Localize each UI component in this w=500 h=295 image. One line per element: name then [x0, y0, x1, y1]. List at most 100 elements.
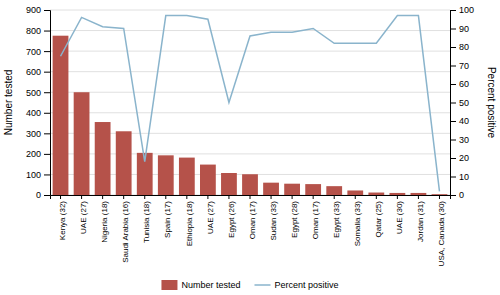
tick: Spain (17) [163, 195, 172, 238]
legend-label: Number tested [181, 280, 240, 290]
tick: 800 [26, 26, 50, 36]
tick-label: 70 [459, 61, 469, 71]
tick: Qatar (25) [374, 195, 383, 237]
tick-mark [44, 154, 50, 155]
tick-mark [44, 195, 50, 196]
tick: 100 [450, 5, 474, 15]
tick: 600 [26, 67, 50, 77]
tick-label: 100 [26, 170, 41, 180]
tick: 0 [450, 190, 464, 200]
tick-mark [376, 195, 377, 199]
tick-label: Spain (17) [163, 201, 172, 238]
y-axis-title: Number tested [3, 70, 14, 136]
tick: 20 [450, 153, 469, 163]
tick: 60 [450, 79, 469, 89]
tick: 0 [36, 190, 50, 200]
tick-mark [250, 195, 251, 199]
tick-label: 0 [36, 190, 41, 200]
bar [242, 174, 258, 195]
tick: 80 [450, 42, 469, 52]
tick-label: USA, Canada (30) [437, 201, 446, 267]
grid-line [50, 71, 450, 72]
tick: USA, Canada (30) [437, 195, 446, 266]
tick-label: 10 [459, 172, 469, 182]
tick-mark [313, 195, 314, 199]
tick: Oman (17) [248, 195, 257, 239]
tick: 300 [26, 129, 50, 139]
grid-line [50, 51, 450, 52]
tick-mark [207, 195, 208, 199]
tick-mark [450, 47, 456, 48]
bar [305, 184, 321, 195]
tick: Egypt (26) [227, 195, 236, 238]
bar [432, 194, 448, 195]
tick-mark [186, 195, 187, 199]
tick-mark [271, 195, 272, 199]
tick-label: Jordan (31) [416, 201, 425, 242]
tick-mark [44, 10, 50, 11]
tick: 400 [26, 108, 50, 118]
tick-mark [450, 140, 456, 141]
tick-label: 900 [26, 5, 41, 15]
tick: 50 [450, 98, 469, 108]
bar-series [53, 36, 448, 195]
tick-mark [450, 103, 456, 104]
tick-mark [123, 195, 124, 199]
bar [179, 158, 195, 195]
tick-mark [397, 195, 398, 199]
tick-mark [334, 195, 335, 199]
bar [326, 186, 342, 195]
tick-mark [60, 195, 61, 199]
y2-axis-title: Percent positive [486, 67, 497, 139]
axis-domain [451, 11, 457, 196]
legend-item: Number tested [161, 280, 240, 290]
legend-item: Percent positive [254, 280, 338, 290]
tick-label: Egypt (33) [332, 201, 341, 238]
tick-label: Qatar (25) [374, 201, 383, 238]
tick-label: Kenya (32) [58, 201, 67, 240]
tick-label: Sudan (33) [269, 201, 278, 241]
x-axis: Kenya (32)UAE (27)Nigeria (18)Saudi Arab… [51, 195, 451, 266]
tick: UAE (30) [395, 195, 404, 234]
chart: Kenya (32)UAE (27)Nigeria (18)Saudi Arab… [0, 0, 500, 295]
tick-label: 400 [26, 108, 41, 118]
tick-mark [450, 29, 456, 30]
tick-label: 300 [26, 129, 41, 139]
grid-line [50, 10, 450, 11]
tick-label: Oman (17) [311, 201, 320, 240]
line [61, 16, 440, 192]
tick: 40 [450, 116, 469, 126]
tick-mark [450, 10, 456, 11]
tick: 10 [450, 172, 469, 182]
tick: Kenya (32) [58, 195, 67, 240]
tick: Saudi Arabia (16) [121, 195, 130, 263]
tick-mark [44, 133, 50, 134]
tick-label: 800 [26, 26, 41, 36]
tick: 500 [26, 88, 50, 98]
tick-mark [44, 51, 50, 52]
tick-label: 0 [459, 190, 464, 200]
bar [347, 190, 363, 195]
tick-mark [450, 177, 456, 178]
tick-label: 30 [459, 135, 469, 145]
grid-line [50, 30, 450, 31]
grid [50, 10, 450, 195]
tick: Sudan (33) [269, 195, 278, 241]
bar [116, 131, 132, 195]
bar [200, 165, 216, 195]
bar [74, 92, 90, 195]
tick-label: UAE (27) [206, 201, 215, 234]
bar [158, 155, 174, 195]
tick-mark [450, 195, 456, 196]
grid-line [50, 112, 450, 113]
tick-mark [44, 92, 50, 93]
tick: Egypt (33) [332, 195, 341, 238]
tick: Egypt (28) [290, 195, 299, 238]
tick: UAE (27) [206, 195, 215, 234]
bar [221, 173, 237, 195]
tick: 90 [450, 24, 469, 34]
tick-label: UAE (30) [395, 201, 404, 234]
tick: 700 [26, 46, 50, 56]
tick-label: 200 [26, 149, 41, 159]
tick-mark [165, 195, 166, 199]
